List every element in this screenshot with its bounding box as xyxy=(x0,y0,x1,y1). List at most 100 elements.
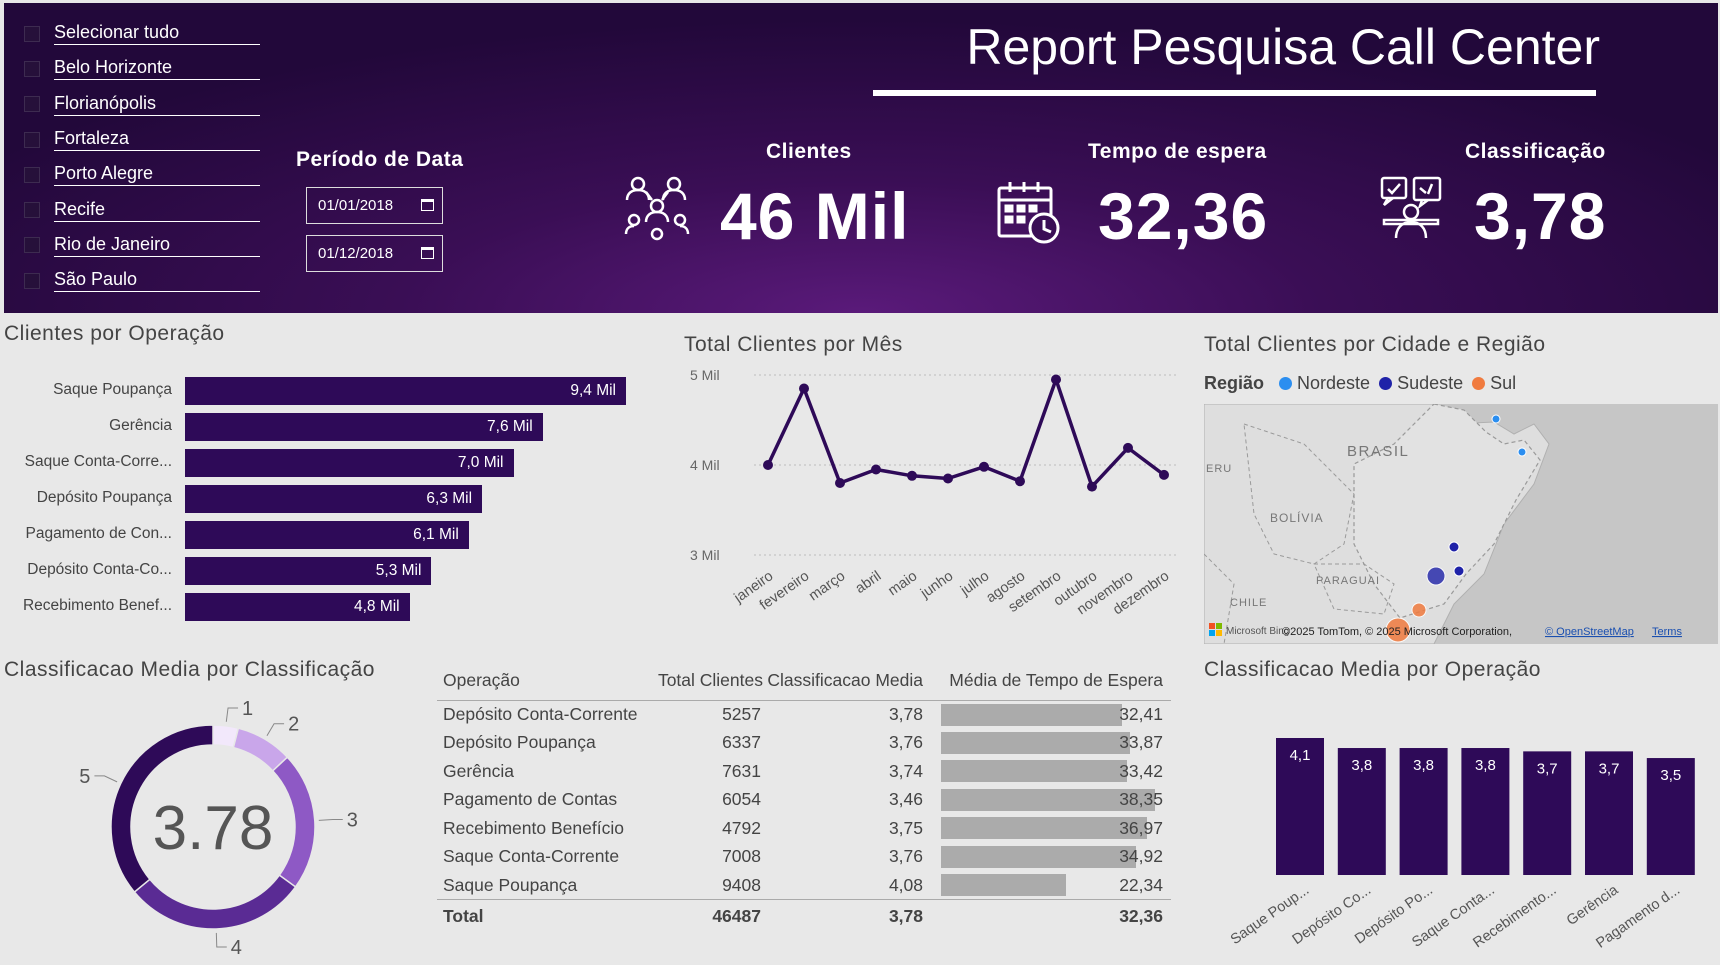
table-row[interactable]: Depósito Conta-Corrente 5257 3,78 32,41 xyxy=(437,700,1171,729)
table-row[interactable]: Saque Conta-Corrente 7008 3,76 34,92 xyxy=(437,843,1171,872)
classificacao-bar[interactable] xyxy=(1337,748,1386,875)
data-point[interactable] xyxy=(1123,442,1133,453)
data-point[interactable] xyxy=(1087,481,1097,492)
tempo-databar xyxy=(941,845,1136,868)
calendar-icon[interactable] xyxy=(421,199,434,211)
slicer-item[interactable]: Belo Horizonte xyxy=(24,51,262,86)
table-row[interactable]: Gerência 7631 3,74 33,42 xyxy=(437,757,1171,786)
y-tick-label: 4 Mil xyxy=(690,457,720,473)
map-point-belo-horizonte[interactable] xyxy=(1448,541,1460,553)
classificacao-bar[interactable] xyxy=(1399,748,1448,875)
data-point[interactable] xyxy=(799,383,809,394)
map-point-florianopolis[interactable] xyxy=(1411,602,1427,618)
kpi-tempo-value: 32,36 xyxy=(1098,179,1269,253)
checkbox[interactable] xyxy=(24,131,40,148)
slicer-item-label: Rio de Janeiro xyxy=(54,234,260,257)
operacao-bar[interactable]: 5,3 Mil xyxy=(185,557,432,585)
cell-tempo-value: 38,35 xyxy=(1119,789,1163,810)
map-terms-link[interactable]: Terms xyxy=(1652,626,1682,638)
table-row[interactable]: Depósito Poupança 6337 3,76 33,87 xyxy=(437,729,1171,758)
cell-media: 3,76 xyxy=(888,846,923,867)
operacao-bar[interactable]: 7,6 Mil xyxy=(185,413,543,441)
data-point[interactable] xyxy=(979,461,989,472)
classificacao-bar[interactable] xyxy=(1585,751,1633,875)
map-point-rio-de-janeiro[interactable] xyxy=(1453,565,1465,577)
operacao-bar[interactable]: 7,0 Mil xyxy=(185,449,514,477)
donut-slice[interactable] xyxy=(110,724,214,894)
start-date-input[interactable]: 01/01/2018 xyxy=(306,187,443,224)
checkbox[interactable] xyxy=(24,25,40,42)
people-network-icon xyxy=(624,176,690,241)
table-header-tempo[interactable]: Média de Tempo de Espera xyxy=(929,662,1171,701)
table-header-media[interactable]: Classificacao Media xyxy=(767,662,929,701)
operacao-bar[interactable]: 4,8 Mil xyxy=(185,593,410,621)
data-point[interactable] xyxy=(907,470,917,481)
checkbox[interactable] xyxy=(24,166,40,183)
classificacao-bar[interactable] xyxy=(1276,738,1324,875)
legend-sudeste: Sudeste xyxy=(1397,373,1464,393)
table-row[interactable]: Saque Poupança 9408 4,08 22,34 xyxy=(437,871,1171,900)
bar-category-label: Saque Poupança xyxy=(53,381,172,398)
checkbox[interactable] xyxy=(24,202,40,219)
table-row[interactable]: Recebimento Benefício 4792 3,75 36,97 xyxy=(437,814,1171,843)
bar-category-label: Pagamento de Con... xyxy=(25,525,173,542)
city-slicer[interactable]: Selecionar tudo Belo Horizonte Florianópol… xyxy=(24,16,262,298)
bar-category-label: Gerência xyxy=(109,417,172,434)
table-header-total[interactable]: Total Clientes xyxy=(647,662,767,701)
data-point[interactable] xyxy=(943,473,953,484)
map-osm-link[interactable]: © OpenStreetMap xyxy=(1545,626,1634,638)
donut-slice-label: 2 xyxy=(288,714,299,736)
table-row[interactable]: Pagamento de Contas 6054 3,46 38,35 xyxy=(437,786,1171,815)
classificacao-bar[interactable] xyxy=(1461,748,1510,875)
slicer-item[interactable]: Selecionar tudo xyxy=(24,16,262,51)
slicer-item[interactable]: Florianópolis xyxy=(24,87,262,122)
slicer-item[interactable]: Rio de Janeiro xyxy=(24,228,262,263)
brazil-map[interactable]: BRASIL BOLÍVIA PARAGUAI CHILE ERU Micros… xyxy=(1204,404,1718,644)
slicer-item[interactable]: São Paulo xyxy=(24,263,262,298)
map-point-recife[interactable] xyxy=(1517,447,1527,457)
checkbox[interactable] xyxy=(24,96,40,113)
cell-operacao: Gerência xyxy=(443,760,515,781)
data-point[interactable] xyxy=(871,464,881,475)
classificacao-bar[interactable] xyxy=(1646,758,1695,875)
table-header-operacao[interactable]: Operação xyxy=(437,662,647,701)
bar-value-label: 4,1 xyxy=(1290,747,1311,764)
bar-value-label: 3,7 xyxy=(1537,760,1558,777)
cell-operacao: Recebimento Benefício xyxy=(443,817,624,838)
slicer-item[interactable]: Recife xyxy=(24,192,262,227)
operacao-bar[interactable]: 6,3 Mil xyxy=(185,485,483,513)
donut-slice[interactable] xyxy=(133,874,297,930)
map-point-sao-paulo[interactable] xyxy=(1426,566,1446,586)
data-point[interactable] xyxy=(1051,374,1061,385)
slicer-item[interactable]: Fortaleza xyxy=(24,122,262,157)
slicer-item[interactable]: Porto Alegre xyxy=(24,157,262,192)
data-point[interactable] xyxy=(763,460,773,470)
y-tick-label: 3 Mil xyxy=(690,547,720,563)
end-date-input[interactable]: 01/12/2018 xyxy=(306,235,443,272)
tempo-databar xyxy=(941,760,1127,782)
operacao-bar[interactable]: 6,1 Mil xyxy=(185,521,469,549)
data-point[interactable] xyxy=(1015,476,1025,487)
checkbox[interactable] xyxy=(24,60,40,77)
data-point[interactable] xyxy=(835,478,845,488)
checkbox[interactable] xyxy=(24,237,40,254)
cell-total: 6337 xyxy=(722,732,761,753)
map-label-peru: ERU xyxy=(1206,463,1232,475)
cell-tempo-value: 32,41 xyxy=(1119,704,1163,724)
checkbox[interactable] xyxy=(24,272,40,289)
calendar-icon[interactable] xyxy=(421,247,434,259)
classificacao-bar[interactable] xyxy=(1523,751,1572,875)
cell-tempo-value: 34,92 xyxy=(1119,846,1163,867)
donut-slice[interactable] xyxy=(271,756,316,889)
data-point[interactable] xyxy=(1159,469,1169,480)
map-canvas[interactable]: BRASIL BOLÍVIA PARAGUAI CHILE ERU Micros… xyxy=(1204,404,1718,644)
cell-operacao: Saque Conta-Corrente xyxy=(443,846,620,867)
map-point-fortaleza[interactable] xyxy=(1491,414,1501,424)
tempo-databar xyxy=(941,817,1147,839)
period-title: Período de Data xyxy=(296,148,464,171)
operacao-bar[interactable]: 9,4 Mil xyxy=(185,377,626,405)
map-copyright: ©2025 TomTom, © 2025 Microsoft Corporati… xyxy=(1282,626,1512,638)
map-point-porto-alegre[interactable] xyxy=(1385,617,1411,643)
cell-media: 3,75 xyxy=(888,817,923,838)
